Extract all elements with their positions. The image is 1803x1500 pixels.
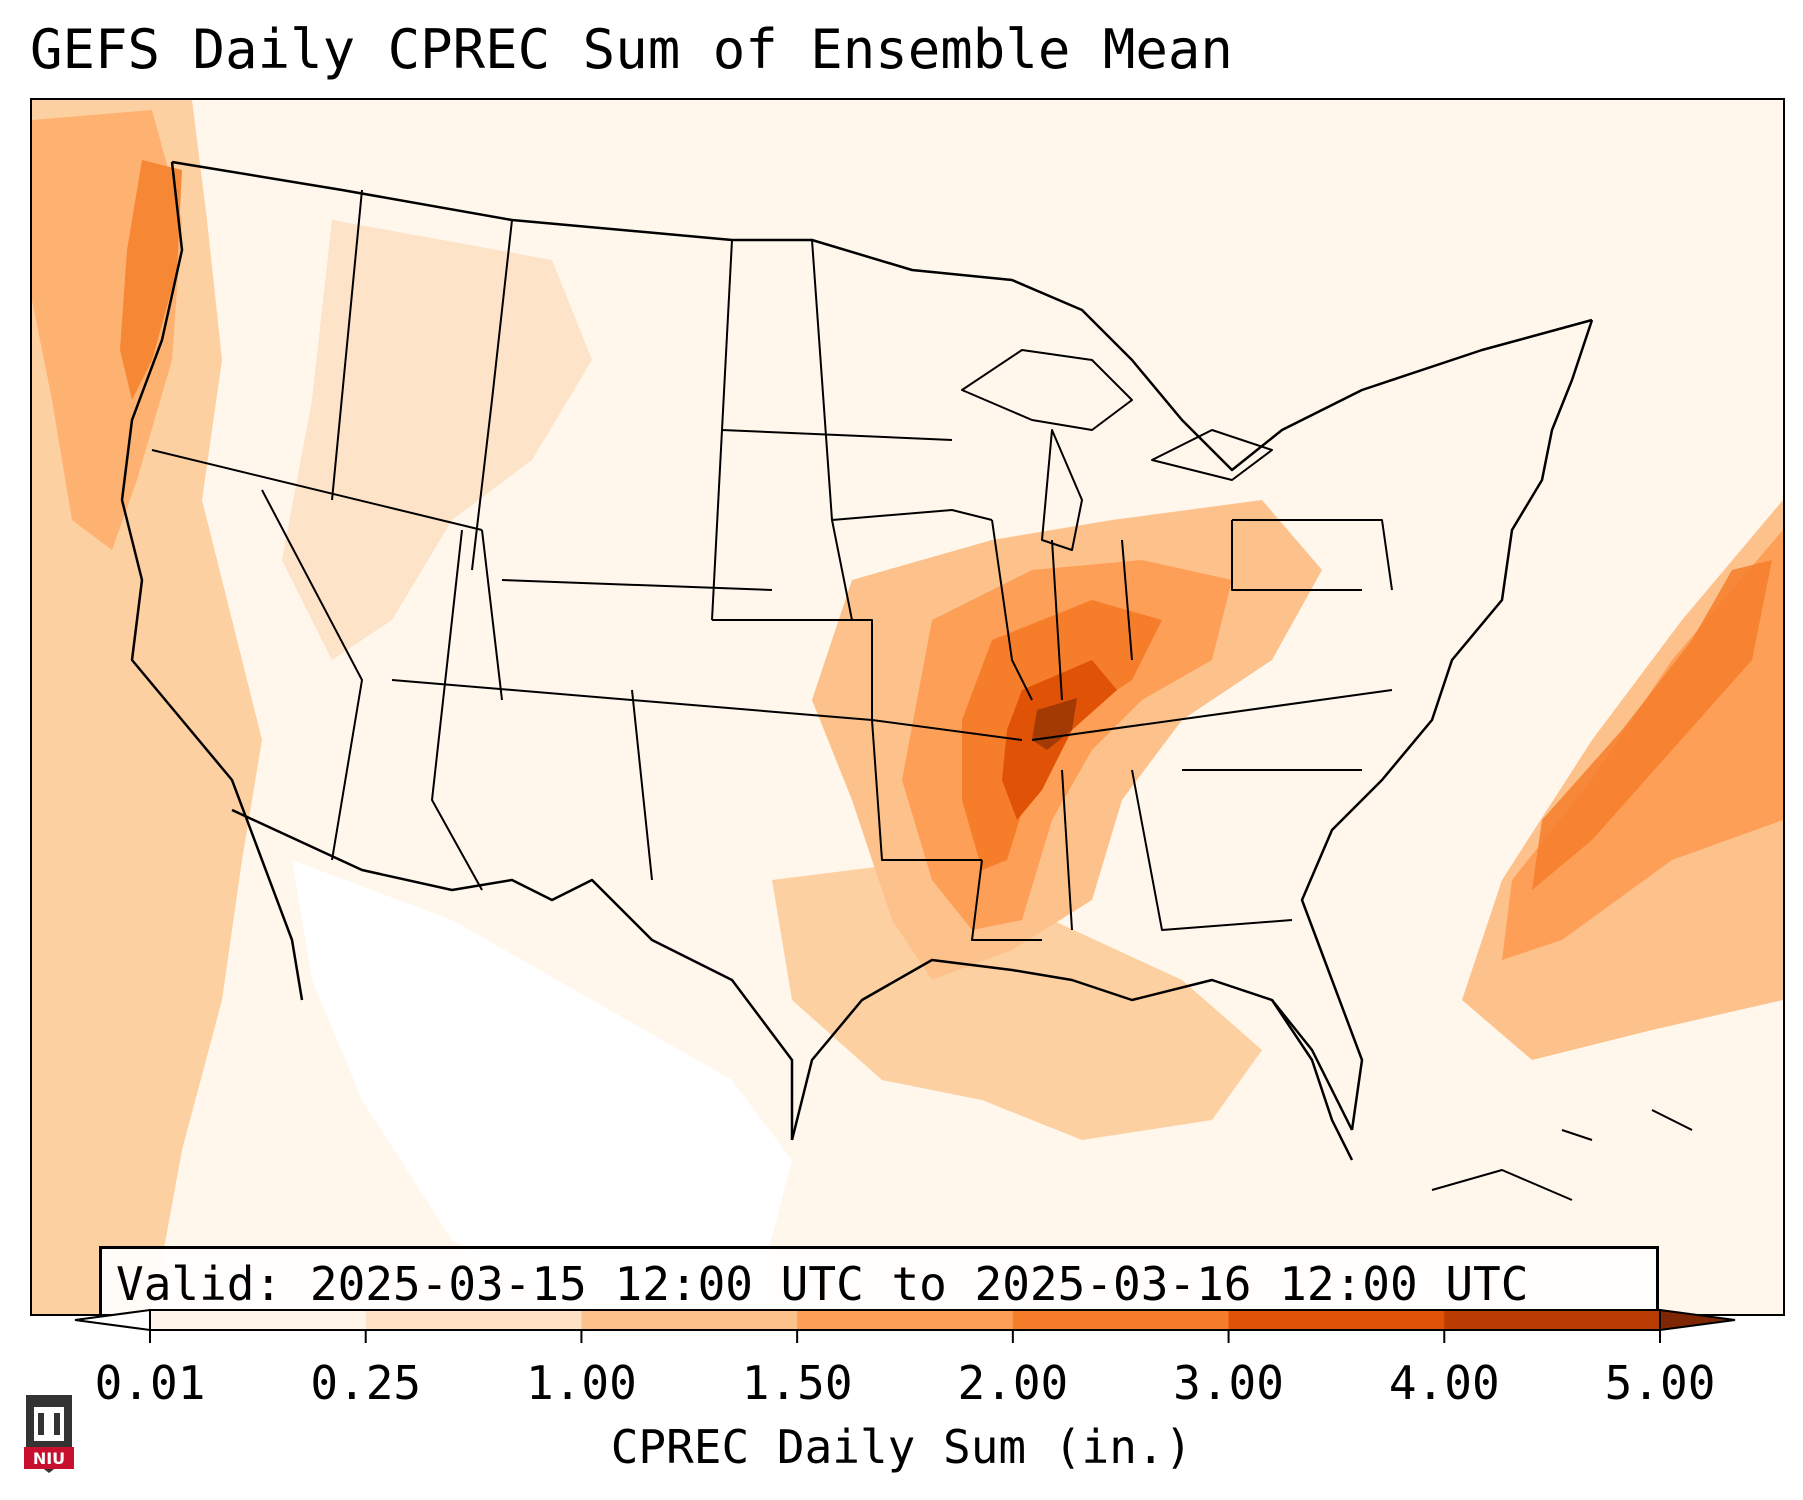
dry-mexico [292,860,792,1314]
precip-pacific-strong [120,160,182,400]
map-title: GEFS Daily CPREC Sum of Ensemble Mean [30,18,1233,81]
niu-logo-text: NIU [33,1449,65,1468]
us-east-coast [1300,319,1594,1131]
colorbar-swatch [581,1310,798,1330]
colorbar-swatch [365,1310,582,1330]
colorbar-tick-label: 1.50 [741,1356,853,1410]
valid-label: Valid: [116,1257,283,1311]
precip-rockies-light [282,220,592,660]
colorbar-tick-label: 5.00 [1604,1356,1716,1410]
colorbar-swatch [1012,1310,1230,1330]
colorbar [74,1308,1736,1343]
valid-value: 2025-03-15 12:00 UTC to 2025-03-16 12:00… [309,1257,1529,1311]
colorbar-swatch [150,1310,367,1330]
colorbar-swatches [150,1310,1661,1330]
florida [1270,999,1354,1161]
mexico-border [231,808,794,1140]
colorbar-tick-label: 1.00 [526,1356,637,1410]
colorbar-tick-marks [149,1330,1661,1343]
caribbean-islands [1431,1109,1693,1201]
colorbar-swatch [797,1310,1014,1330]
boundaries [120,160,1693,1201]
colorbar-tick-labels: 0.01 0.25 1.00 1.50 2.00 3.00 4.00 5.00 [0,1356,1803,1416]
colorbar-swatch [1444,1310,1661,1330]
map-canvas [32,100,1783,1314]
colorbar-max-extend [1659,1308,1736,1332]
canada-border [171,160,1593,472]
us-gulf-coast [790,958,1354,1141]
colorbar-tick-label: 2.00 [957,1356,1069,1410]
colorbar-swatch [1228,1310,1445,1330]
precip-ohio-max [1032,698,1077,750]
great-lakes [961,349,1273,551]
colorbar-tick-label: 4.00 [1388,1356,1500,1410]
state-lines [151,189,1393,941]
valid-row: Valid: 2025-03-15 12:00 UTC to 2025-03-1… [116,1257,1528,1311]
us-west-coast [120,161,304,1001]
niu-logo: NIU [24,1395,74,1473]
precip-gulf-light [772,860,1262,1140]
colorbar-min-extend [74,1308,151,1332]
colorbar-tick-label: 0.25 [310,1356,422,1410]
precip-atlantic-strong [1532,560,1772,890]
colorbar-outline [149,1309,1661,1331]
precipitation-map: Valid: 2025-03-15 12:00 UTC to 2025-03-1… [30,98,1785,1316]
colorbar-tick-label: 0.01 [94,1356,206,1410]
colorbar-label: CPREC Daily Sum (in.) [610,1420,1193,1474]
colorbar-tick-label: 3.00 [1173,1356,1284,1410]
precip-shading [32,100,1783,1314]
